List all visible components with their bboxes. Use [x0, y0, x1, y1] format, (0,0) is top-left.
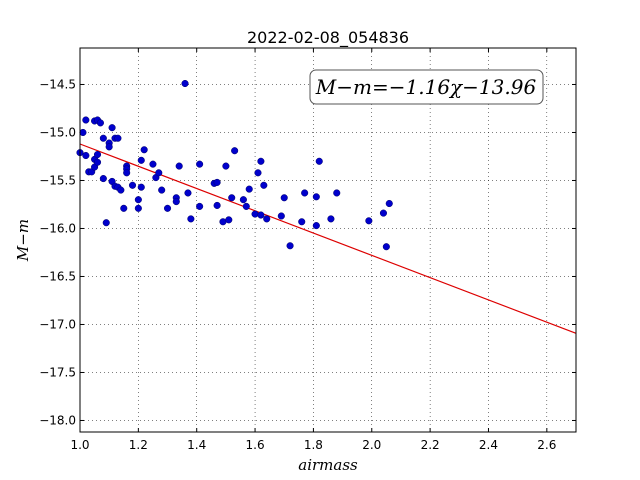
grid-lines	[79, 48, 576, 432]
data-point	[172, 198, 180, 206]
data-point	[196, 202, 204, 210]
data-point	[257, 211, 265, 219]
data-point	[99, 175, 107, 183]
data-point	[155, 169, 163, 177]
data-point	[315, 157, 323, 165]
x-tick-label: 1.2	[129, 438, 148, 452]
x-tick-label: 1.8	[304, 438, 323, 452]
y-tick-label: −16.5	[39, 269, 76, 283]
y-axis-label: M−m	[14, 219, 32, 262]
x-tick-label: 2.2	[421, 438, 440, 452]
data-point	[93, 158, 102, 166]
data-point	[137, 183, 145, 191]
x-tick-label: 2.6	[537, 438, 556, 452]
equation-annotation: M−m=−1.16χ−13.96	[309, 69, 544, 105]
data-point	[158, 186, 166, 194]
data-point	[254, 169, 262, 177]
data-point	[225, 216, 233, 224]
data-point	[149, 160, 157, 168]
equation-text: M−m=−1.16χ−13.96	[315, 75, 537, 99]
data-point	[187, 215, 195, 223]
y-tick-label: −15.0	[39, 125, 76, 139]
data-point	[257, 157, 265, 165]
data-point	[120, 204, 128, 212]
x-tick-label: 1.6	[246, 438, 265, 452]
data-point	[213, 178, 221, 186]
data-point	[128, 181, 137, 189]
data-point	[312, 193, 320, 201]
y-tick-label: −18.0	[39, 413, 76, 427]
data-point	[245, 185, 253, 193]
y-tick-label: −17.0	[39, 317, 76, 331]
data-point	[298, 218, 306, 226]
x-tick-label: 1.4	[187, 438, 206, 452]
data-point	[105, 143, 113, 151]
data-point	[134, 204, 142, 212]
data-point	[117, 186, 125, 194]
data-points	[76, 79, 393, 251]
data-point	[79, 128, 87, 137]
data-point	[222, 162, 230, 170]
chart-title: 2022-02-08_054836	[247, 28, 409, 48]
y-tick-label: −17.5	[39, 365, 76, 379]
data-point	[99, 134, 107, 142]
plot-frame	[79, 47, 577, 433]
data-point	[114, 134, 122, 142]
data-point	[123, 169, 131, 177]
x-tick-label: 2.4	[479, 438, 498, 452]
data-point	[312, 222, 320, 230]
axis-ticks: 1.0 1.2 1.4 1.6 1.8 2.0 2.2 2.4 2.6 −14.5 −15.0 −15…	[39, 48, 576, 452]
x-axis-label: airmass	[298, 456, 358, 474]
data-point	[102, 219, 110, 227]
data-point	[93, 151, 102, 159]
data-point	[82, 151, 90, 160]
y-tick-label: −14.5	[39, 77, 76, 91]
data-point	[163, 204, 172, 212]
data-point	[301, 189, 309, 197]
fit-line	[79, 143, 577, 334]
data-point	[140, 146, 148, 154]
data-point	[184, 189, 192, 197]
data-point	[213, 201, 221, 209]
data-point	[382, 243, 390, 251]
x-tick-label: 1.0	[70, 438, 89, 452]
data-point	[134, 196, 142, 204]
data-point	[175, 162, 183, 170]
y-tick-label: −15.5	[39, 173, 76, 187]
data-point	[280, 194, 288, 202]
data-point	[260, 181, 268, 189]
data-point	[379, 209, 387, 217]
y-tick-label: −16.0	[39, 221, 76, 235]
data-point	[228, 194, 236, 202]
data-point	[82, 116, 90, 124]
data-point	[137, 156, 145, 164]
data-point	[277, 212, 285, 220]
data-point	[333, 189, 341, 197]
data-point	[231, 147, 239, 155]
data-point	[96, 119, 104, 127]
data-point	[242, 202, 250, 210]
x-tick-label: 2.0	[362, 438, 381, 452]
data-point	[263, 215, 271, 223]
data-point	[239, 196, 247, 204]
data-point	[251, 210, 259, 218]
data-point	[286, 242, 294, 250]
data-point	[196, 160, 204, 168]
data-point	[365, 217, 373, 225]
equation-box	[309, 69, 544, 105]
data-point	[385, 199, 393, 208]
data-point	[181, 79, 189, 88]
data-point	[108, 124, 116, 132]
fit-line-group	[79, 143, 577, 334]
data-point	[327, 215, 335, 223]
